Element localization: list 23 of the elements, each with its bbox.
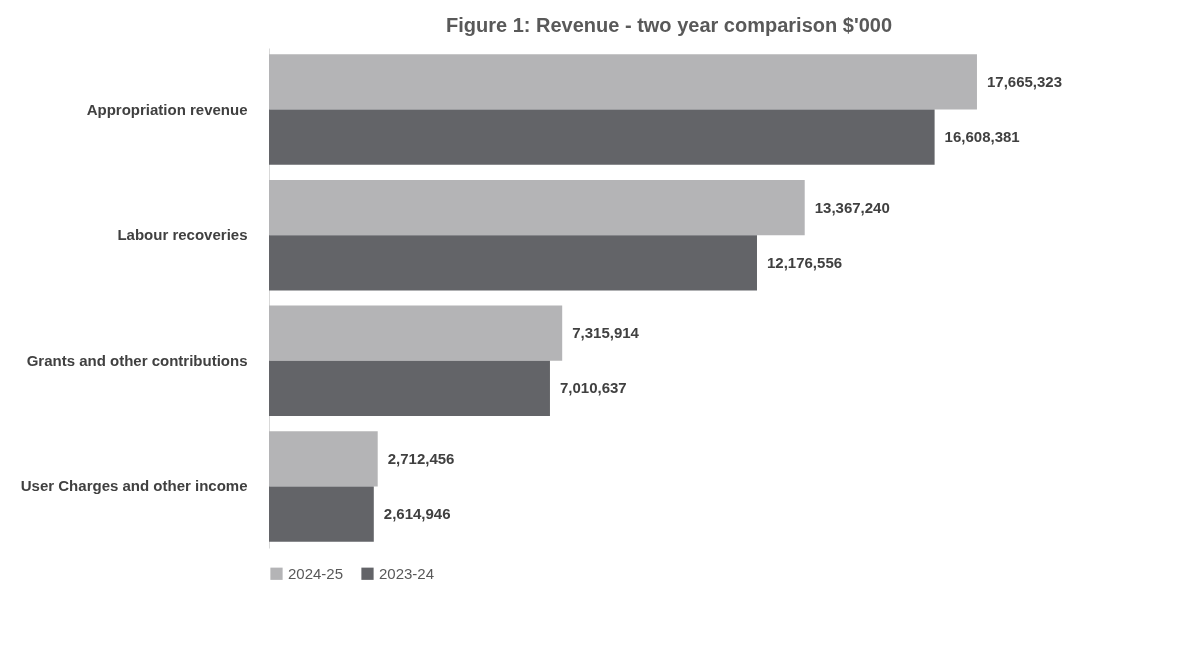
y-tick-label: Labour recoveries	[117, 226, 248, 244]
data-label: 17,665,323	[986, 72, 1063, 90]
data-label: 13,367,240	[814, 198, 890, 216]
bar	[269, 179, 805, 236]
data-label: 7,315,914	[572, 324, 640, 342]
data-label: 16,608,381	[944, 128, 1020, 146]
data-label: 7,010,637	[559, 379, 627, 397]
bar	[269, 305, 563, 361]
bar	[269, 54, 977, 110]
y-tick-label: Grants and other contributions	[26, 351, 248, 369]
y-tick-label: User Charges and other income	[20, 477, 248, 495]
bar	[269, 235, 757, 291]
bar	[269, 431, 378, 487]
legend-label: 2024-25	[288, 564, 344, 582]
legend-label: 2023-24	[379, 564, 435, 582]
y-tick-label: Appropriation revenue	[86, 100, 248, 118]
data-label: 12,176,556	[766, 253, 843, 271]
chart-title: Figure 1: Revenue - two year comparison $'000	[445, 14, 893, 36]
bar	[269, 486, 374, 542]
data-label: 2,614,946	[383, 505, 451, 523]
data-label: 2,712,456	[387, 449, 455, 467]
bar	[269, 360, 550, 417]
bar	[269, 109, 935, 165]
